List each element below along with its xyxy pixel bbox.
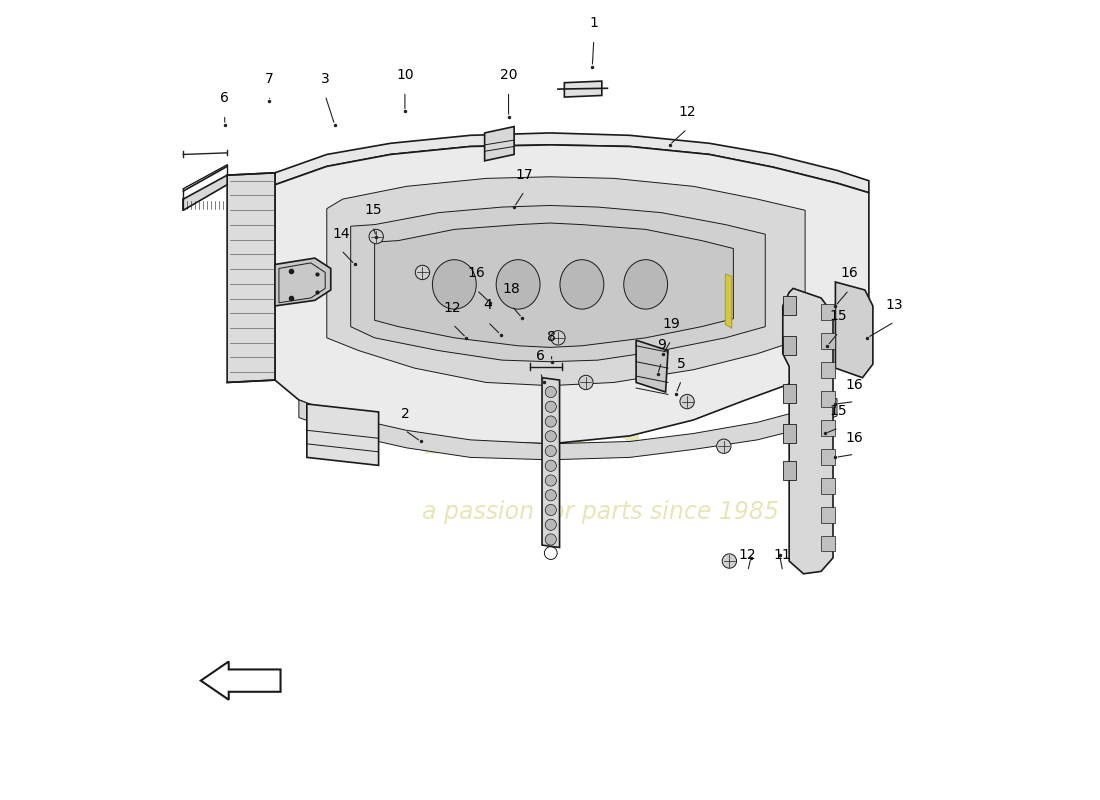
Text: 1: 1: [590, 16, 598, 30]
Circle shape: [546, 416, 557, 427]
Text: 10: 10: [396, 68, 414, 82]
Bar: [821, 478, 835, 494]
Circle shape: [546, 490, 557, 501]
Circle shape: [551, 330, 565, 345]
Text: 16: 16: [846, 378, 864, 392]
Text: 15: 15: [364, 202, 382, 217]
Circle shape: [546, 386, 557, 398]
Polygon shape: [227, 173, 275, 382]
Bar: [821, 506, 835, 522]
Circle shape: [546, 446, 557, 457]
Text: 5: 5: [678, 357, 686, 370]
Polygon shape: [307, 404, 378, 466]
Circle shape: [546, 430, 557, 442]
Polygon shape: [275, 258, 331, 306]
Circle shape: [546, 534, 557, 545]
Circle shape: [546, 519, 557, 530]
Polygon shape: [783, 288, 833, 574]
Polygon shape: [485, 126, 514, 161]
Text: a passion for parts since 1985: a passion for parts since 1985: [422, 500, 779, 524]
Polygon shape: [636, 340, 668, 392]
Circle shape: [416, 266, 430, 280]
Text: 9: 9: [657, 338, 665, 352]
Polygon shape: [327, 177, 805, 386]
Text: 8: 8: [547, 330, 556, 344]
Polygon shape: [783, 296, 795, 315]
Circle shape: [546, 460, 557, 471]
Polygon shape: [783, 384, 795, 403]
Text: 3: 3: [321, 72, 330, 86]
Polygon shape: [351, 206, 766, 362]
Text: 18: 18: [503, 282, 520, 296]
Polygon shape: [783, 336, 795, 355]
Text: 19: 19: [662, 317, 680, 330]
Circle shape: [546, 401, 557, 412]
Text: 6: 6: [220, 91, 229, 105]
Bar: [821, 535, 835, 551]
Text: 13: 13: [886, 298, 903, 312]
Text: 4: 4: [483, 298, 492, 312]
Polygon shape: [275, 133, 869, 193]
Text: 15: 15: [829, 309, 847, 322]
Circle shape: [723, 554, 737, 568]
Text: 6: 6: [536, 349, 544, 362]
Bar: [821, 391, 835, 407]
Ellipse shape: [560, 260, 604, 309]
Text: 14: 14: [332, 226, 350, 241]
Text: Parts: Parts: [422, 395, 645, 469]
Polygon shape: [783, 461, 795, 480]
Text: 12: 12: [679, 106, 696, 119]
Polygon shape: [184, 175, 227, 210]
Polygon shape: [835, 282, 873, 378]
Polygon shape: [542, 378, 560, 547]
Text: 12: 12: [444, 301, 462, 314]
Circle shape: [546, 505, 557, 515]
Bar: [821, 304, 835, 320]
Polygon shape: [275, 145, 869, 444]
Polygon shape: [783, 424, 795, 443]
Bar: [821, 449, 835, 465]
Bar: [821, 334, 835, 349]
Circle shape: [579, 375, 593, 390]
Ellipse shape: [496, 260, 540, 309]
Circle shape: [680, 394, 694, 409]
Ellipse shape: [432, 260, 476, 309]
Circle shape: [368, 230, 384, 244]
Text: 15: 15: [829, 404, 847, 418]
Polygon shape: [299, 398, 837, 460]
Text: 16: 16: [840, 266, 858, 281]
Bar: [821, 362, 835, 378]
Text: 12: 12: [739, 548, 757, 562]
Circle shape: [546, 475, 557, 486]
Text: 2: 2: [400, 406, 409, 421]
Text: euro: euro: [422, 310, 644, 394]
Text: 17: 17: [516, 167, 534, 182]
Polygon shape: [725, 274, 732, 328]
Polygon shape: [564, 81, 602, 97]
Ellipse shape: [624, 260, 668, 309]
Bar: [821, 420, 835, 436]
Text: 7: 7: [265, 72, 274, 86]
Polygon shape: [375, 223, 734, 347]
Text: 16: 16: [846, 430, 864, 445]
Text: 16: 16: [468, 266, 485, 281]
Text: 11: 11: [774, 548, 792, 562]
Circle shape: [716, 439, 732, 454]
Text: 20: 20: [499, 68, 517, 82]
